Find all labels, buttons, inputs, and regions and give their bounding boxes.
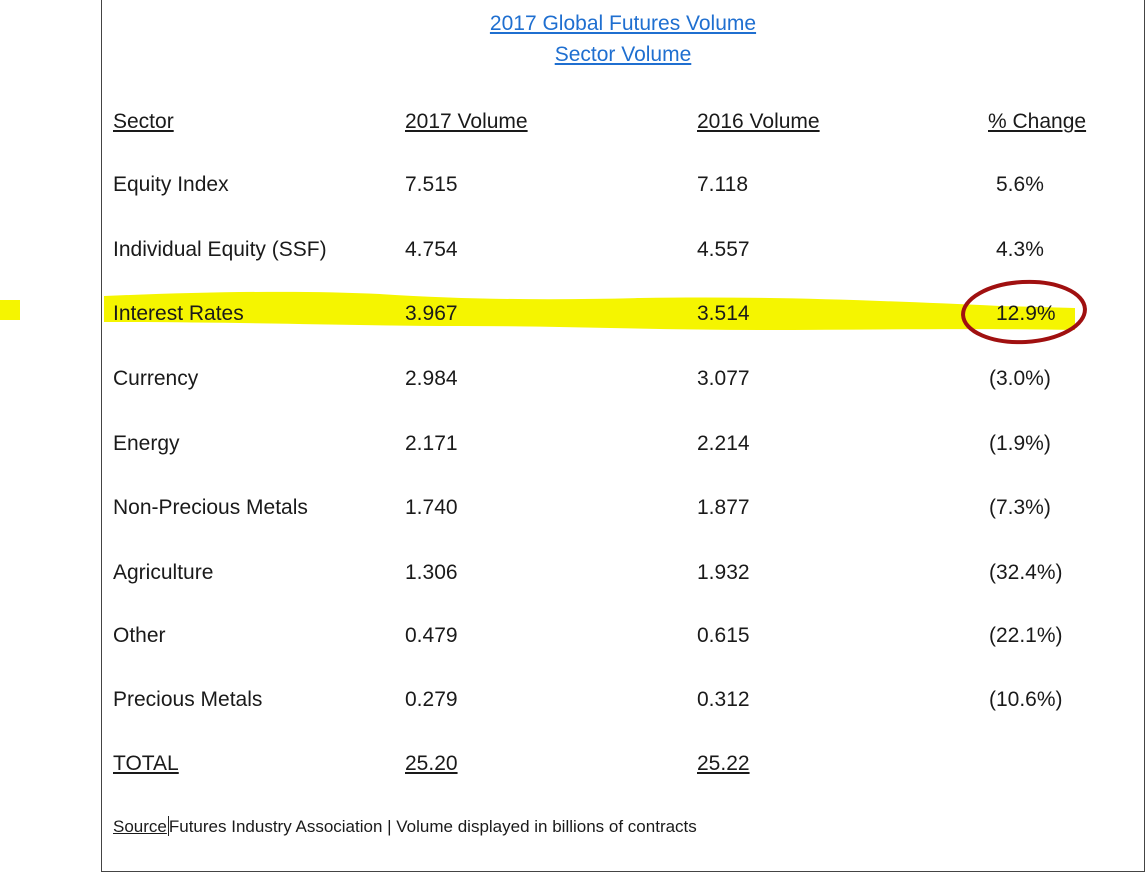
source-text: Futures Industry Association | Volume di… [168,817,697,836]
row-interest-rates-change: 12.9% [996,302,1056,325]
row-non-precious-metals-change: (7.3%) [989,496,1051,519]
row-other-2016: 0.615 [697,624,750,647]
row-energy-2017: 2.171 [405,432,458,455]
row-agriculture-2017: 1.306 [405,561,458,584]
row-agriculture-2016: 1.932 [697,561,750,584]
row-currency-2017: 2.984 [405,367,458,390]
total-2016: 25.22 [697,752,750,775]
row-equity-index-sector: Equity Index [113,173,229,196]
row-agriculture-change: (32.4%) [989,561,1063,584]
row-non-precious-metals-2016: 1.877 [697,496,750,519]
total-label: TOTAL [113,752,179,775]
row-interest-rates-2016: 3.514 [697,302,750,325]
row-precious-metals-change: (10.6%) [989,688,1063,711]
row-precious-metals-sector: Precious Metals [113,688,263,711]
row-individual-equity-2017: 4.754 [405,238,458,261]
total-2017: 25.20 [405,752,458,775]
row-interest-rates-sector: Interest Rates [113,302,244,325]
row-currency-sector: Currency [113,367,199,390]
table-frame: 2017 Global Futures Volume Sector Volume [101,0,1145,872]
row-equity-index-2017: 7.515 [405,173,458,196]
row-currency-2016: 3.077 [697,367,750,390]
row-individual-equity-sector: Individual Equity (SSF) [113,238,327,261]
header-sector: Sector [113,110,174,133]
highlight-marker-left [0,300,20,320]
row-agriculture-sector: Agriculture [113,561,214,584]
source-label: Source [113,817,167,836]
title-line-2: Sector Volume [554,43,692,66]
row-individual-equity-2016: 4.557 [697,238,750,261]
row-interest-rates-2017: 3.967 [405,302,458,325]
row-energy-sector: Energy [113,432,180,455]
text-cursor [167,816,169,836]
row-other-2017: 0.479 [405,624,458,647]
header-percent-change: % Change [988,110,1087,133]
source-note: Source Futures Industry Association | Vol… [113,816,697,837]
row-equity-index-change: 5.6% [996,173,1044,196]
row-other-change: (22.1%) [989,624,1063,647]
row-energy-change: (1.9%) [989,432,1051,455]
header-2017-volume: 2017 Volume [405,110,528,133]
row-currency-change: (3.0%) [989,367,1051,390]
row-precious-metals-2016: 0.312 [697,688,750,711]
row-non-precious-metals-sector: Non-Precious Metals [113,496,308,519]
row-precious-metals-2017: 0.279 [405,688,458,711]
title-line-1: 2017 Global Futures Volume [489,12,757,35]
row-equity-index-2016: 7.118 [697,173,748,196]
row-individual-equity-change: 4.3% [996,238,1044,261]
header-2016-volume: 2016 Volume [697,110,820,133]
row-non-precious-metals-2017: 1.740 [405,496,458,519]
row-other-sector: Other [113,624,166,647]
row-energy-2016: 2.214 [697,432,750,455]
